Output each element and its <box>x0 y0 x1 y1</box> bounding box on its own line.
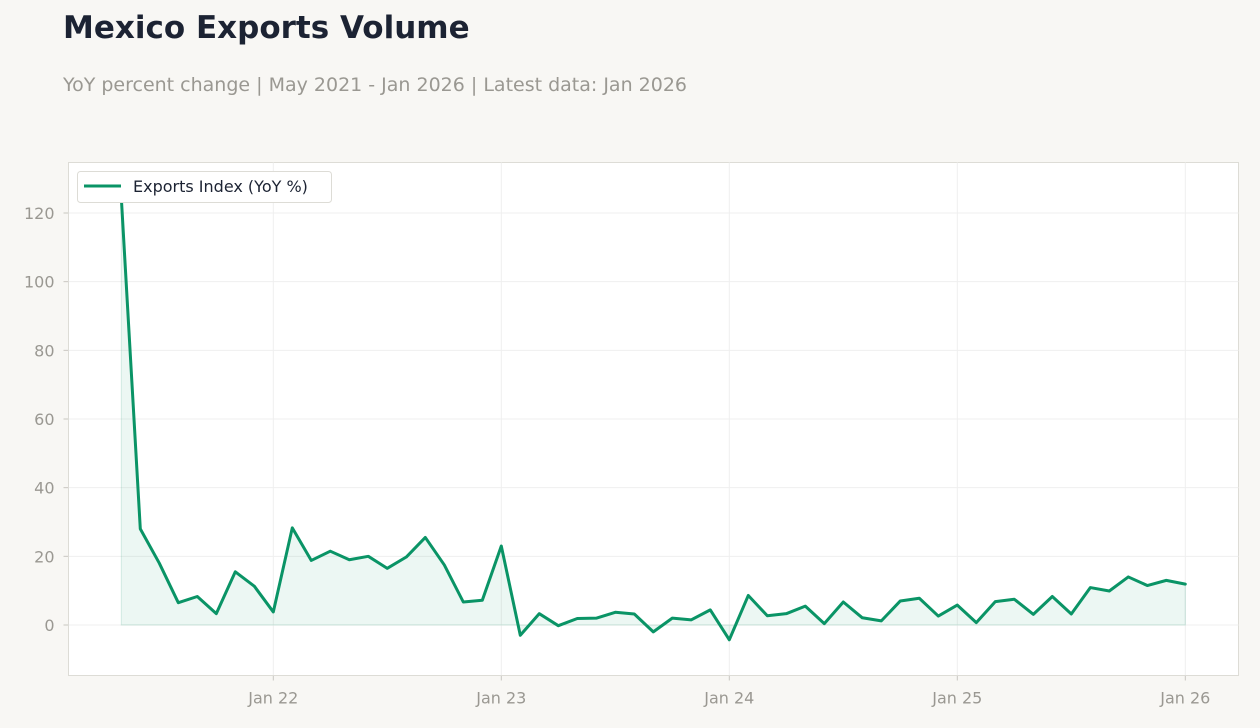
chart-title: Mexico Exports Volume <box>63 10 470 46</box>
data-point-2023-09 <box>651 630 655 634</box>
data-point-2023-12 <box>708 608 712 612</box>
series-line-exports-index <box>119 196 1187 642</box>
data-point-2024-10 <box>898 599 902 603</box>
data-point-2021-12 <box>252 584 256 588</box>
data-point-2023-02 <box>518 633 522 637</box>
x-tick-label-3: Jan 25 <box>931 689 982 708</box>
data-point-2022-12 <box>480 598 484 602</box>
data-point-2024-07 <box>841 600 845 604</box>
data-point-2023-01 <box>499 544 503 548</box>
y-tick-label-20: 20 <box>34 547 54 566</box>
data-point-2023-07 <box>613 610 617 614</box>
y-tick-label-100: 100 <box>24 273 55 292</box>
y-tick-label-60: 60 <box>34 410 54 429</box>
data-point-2023-03 <box>537 612 541 616</box>
data-point-2023-08 <box>632 612 636 616</box>
data-point-2021-09 <box>195 595 199 599</box>
data-point-2022-08 <box>404 555 408 559</box>
x-tick-label-1: Jan 23 <box>475 689 526 708</box>
data-point-2021-07 <box>157 561 161 565</box>
y-axis: 0 20 40 60 80 100 120 <box>24 204 69 635</box>
data-point-2022-07 <box>385 566 389 570</box>
data-point-2022-02 <box>290 526 294 530</box>
data-point-2022-04 <box>328 549 332 553</box>
y-tick-label-80: 80 <box>34 341 54 360</box>
data-point-2025-07 <box>1069 612 1073 616</box>
data-point-2024-12 <box>936 614 940 618</box>
data-point-2025-02 <box>974 621 978 625</box>
data-point-2022-05 <box>347 558 351 562</box>
x-axis: Jan 22 Jan 23 Jan 24 Jan 25 Jan 26 <box>247 675 1210 708</box>
data-point-2024-06 <box>822 622 826 626</box>
legend: Exports Index (YoY %) <box>77 171 332 203</box>
x-tick-label-0: Jan 22 <box>247 689 298 708</box>
data-point-2023-11 <box>689 618 693 622</box>
data-point-2025-12 <box>1164 578 1168 582</box>
data-point-2021-08 <box>176 601 180 605</box>
data-point-2023-10 <box>670 616 674 620</box>
data-point-2025-01 <box>955 603 959 607</box>
data-point-2021-11 <box>233 570 237 574</box>
data-point-2021-06 <box>138 527 142 531</box>
data-point-2024-08 <box>860 616 864 620</box>
data-point-2025-10 <box>1126 575 1130 579</box>
data-point-2025-03 <box>993 600 997 604</box>
x-tick-label-4: Jan 26 <box>1159 689 1210 708</box>
data-point-2024-01 <box>727 638 731 642</box>
y-tick-label-0: 0 <box>44 616 54 635</box>
y-tick-label-40: 40 <box>34 479 54 498</box>
data-point-2024-04 <box>784 612 788 616</box>
data-point-2025-08 <box>1088 586 1092 590</box>
data-point-2024-02 <box>746 593 750 597</box>
data-point-2022-01 <box>271 610 275 614</box>
data-point-2024-03 <box>765 614 769 618</box>
x-tick-label-2: Jan 24 <box>703 689 754 708</box>
chart-subtitle: YoY percent change | May 2021 - Jan 2026… <box>63 74 688 96</box>
data-point-2026-01 <box>1183 582 1187 586</box>
grid <box>68 162 1239 676</box>
data-point-2023-04 <box>556 624 560 628</box>
data-point-2024-11 <box>917 596 921 600</box>
data-point-2024-09 <box>879 619 883 623</box>
data-point-2022-11 <box>461 600 465 604</box>
data-point-2025-04 <box>1012 597 1016 601</box>
data-point-2025-05 <box>1031 612 1035 616</box>
data-point-2022-09 <box>423 535 427 539</box>
legend-box <box>77 171 332 203</box>
data-point-2022-10 <box>442 563 446 567</box>
data-point-2024-05 <box>803 604 807 608</box>
data-point-2023-05 <box>575 616 579 620</box>
data-point-2022-06 <box>366 554 370 558</box>
y-tick-label-120: 120 <box>24 204 55 223</box>
data-point-2025-11 <box>1145 584 1149 588</box>
data-point-2022-03 <box>309 558 313 562</box>
series-line-layer <box>119 196 1187 642</box>
data-point-2025-06 <box>1050 595 1054 599</box>
data-point-2025-09 <box>1107 589 1111 593</box>
data-point-2021-10 <box>214 612 218 616</box>
legend-label-exports-index: Exports Index (YoY %) <box>133 177 308 196</box>
data-point-2023-06 <box>594 616 598 620</box>
